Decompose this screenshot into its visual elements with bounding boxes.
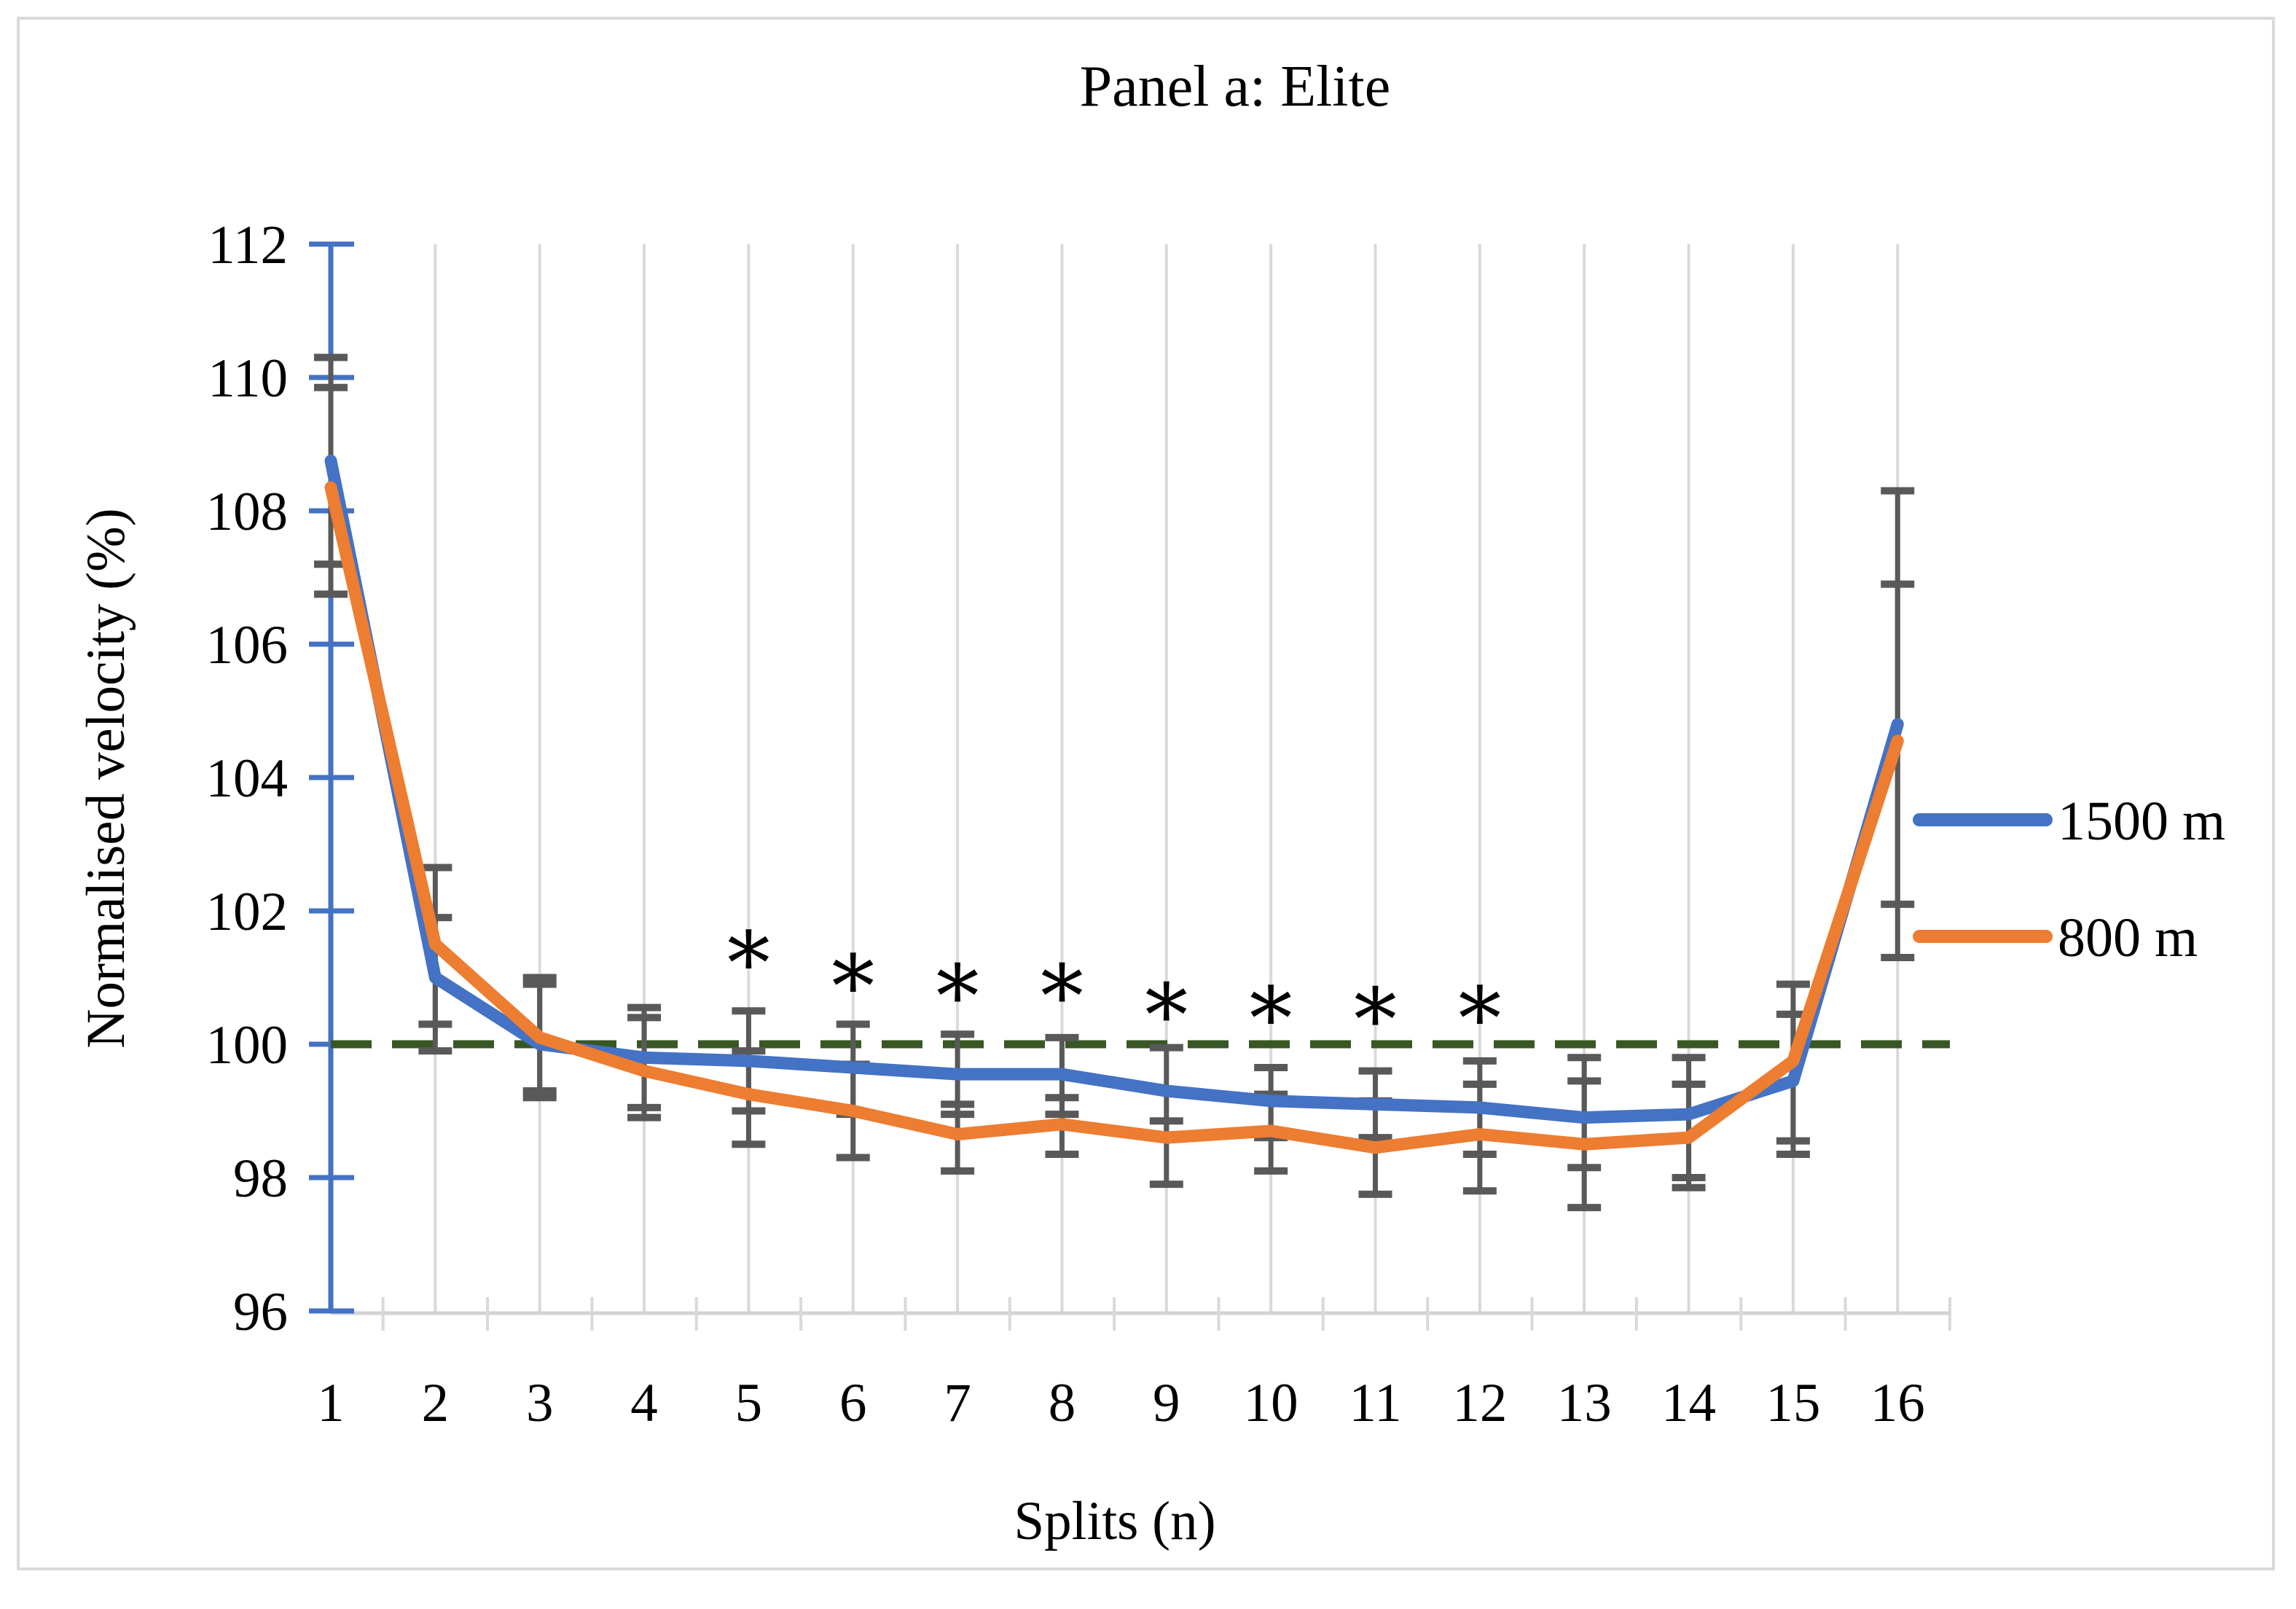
y-tick-label: 104 bbox=[206, 748, 289, 809]
x-tick-label: 15 bbox=[1766, 1373, 1820, 1433]
x-axis-title: Splits (n) bbox=[1014, 1491, 1215, 1551]
y-tick-label: 100 bbox=[206, 1015, 289, 1076]
y-tick-label: 112 bbox=[208, 215, 288, 275]
significance-asterisk: * bbox=[1458, 968, 1501, 1069]
y-tick-label: 106 bbox=[206, 615, 289, 676]
significance-asterisks: * * * * * * * * bbox=[727, 913, 1501, 1070]
figure-border bbox=[17, 17, 2275, 1570]
series-line-1500m bbox=[324, 454, 1904, 1124]
significance-asterisk: * bbox=[1250, 968, 1293, 1069]
significance-asterisk: * bbox=[727, 913, 770, 1014]
y-tick-label: 96 bbox=[233, 1282, 288, 1342]
significance-asterisk: * bbox=[936, 947, 979, 1047]
x-tick-label: 16 bbox=[1870, 1373, 1925, 1433]
x-tick-label: 6 bbox=[839, 1373, 867, 1433]
significance-asterisk: * bbox=[1354, 970, 1397, 1070]
y-tick-label: 98 bbox=[233, 1148, 288, 1209]
x-tick-label: 5 bbox=[735, 1373, 763, 1433]
x-tick-label: 12 bbox=[1452, 1373, 1507, 1433]
chart-title: Panel a: Elite bbox=[1080, 55, 1391, 119]
x-tick-labels: 1 2 3 4 5 6 7 8 9 10 11 12 13 14 15 16 bbox=[317, 1373, 1925, 1433]
x-tick-label: 7 bbox=[944, 1373, 971, 1433]
x-tick-label: 3 bbox=[526, 1373, 554, 1433]
x-tick-label: 1 bbox=[317, 1373, 345, 1433]
x-tick-label: 11 bbox=[1349, 1373, 1401, 1433]
y-tick-labels: 96 98 100 102 104 106 108 110 112 bbox=[206, 215, 289, 1342]
x-tick-label: 4 bbox=[630, 1373, 658, 1433]
significance-asterisk: * bbox=[1041, 947, 1084, 1047]
significance-asterisk: * bbox=[831, 936, 874, 1037]
x-tick-label: 9 bbox=[1153, 1373, 1180, 1433]
x-tick-label: 10 bbox=[1244, 1373, 1298, 1433]
y-tick-label: 108 bbox=[206, 482, 289, 542]
x-tick-label: 14 bbox=[1661, 1373, 1716, 1433]
significance-asterisk: * bbox=[1145, 965, 1188, 1065]
x-tick-label: 8 bbox=[1049, 1373, 1076, 1433]
data-series bbox=[324, 454, 1904, 1154]
series-line-800m bbox=[324, 481, 1904, 1154]
legend-label-800m: 800 m bbox=[2058, 907, 2198, 968]
x-axis bbox=[331, 1297, 1951, 1331]
y-tick-label: 102 bbox=[206, 882, 289, 942]
legend-label-1500m: 1500 m bbox=[2058, 791, 2225, 852]
x-tick-label: 2 bbox=[422, 1373, 450, 1433]
x-tick-label: 13 bbox=[1557, 1373, 1612, 1433]
y-tick-label: 110 bbox=[208, 348, 288, 409]
legend: 1500 m 800 m bbox=[1913, 791, 2225, 968]
y-axis-title: Normalised velocity (%) bbox=[76, 508, 136, 1048]
